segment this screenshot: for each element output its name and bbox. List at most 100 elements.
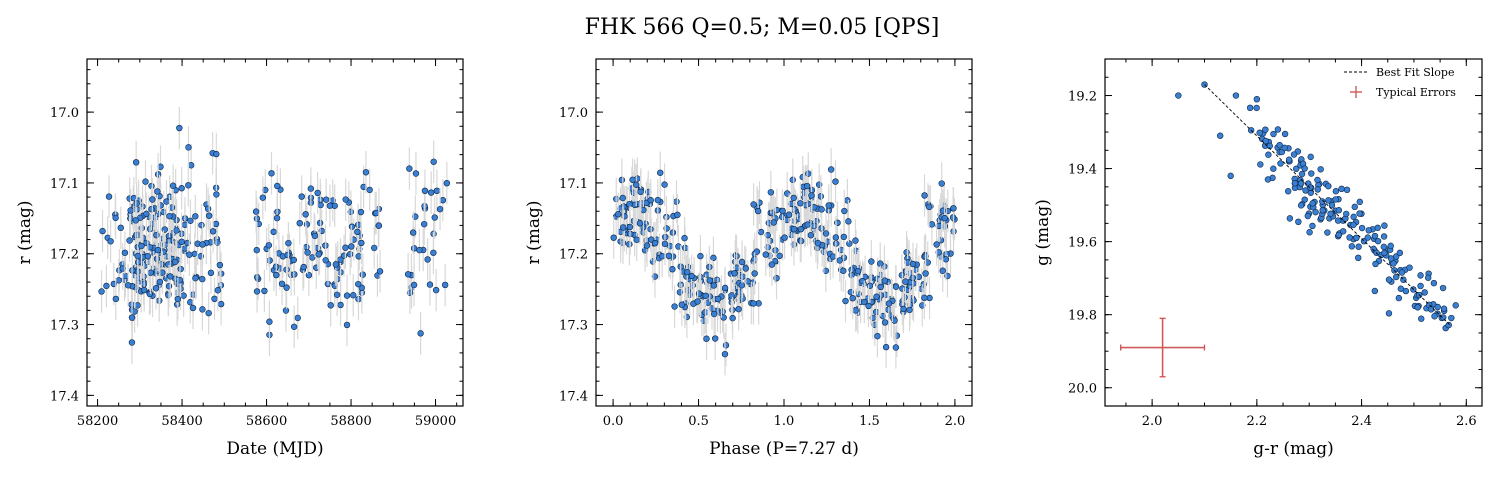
data-point: [738, 258, 746, 266]
data-point: [633, 181, 640, 188]
data-point: [342, 196, 349, 203]
data-point-repeat: [924, 259, 931, 266]
x-tick-label: 2.4: [1351, 414, 1372, 429]
data-point: [187, 217, 194, 224]
data-point-repeat: [900, 305, 907, 313]
data-point-repeat: [797, 200, 804, 207]
data-point: [140, 286, 148, 294]
data-point: [619, 224, 627, 231]
lightcurve-panel: 58200 58400 58600 58800 59000 17.0 17.1 17.2 17.…: [15, 58, 464, 459]
y-tick-label: 17.4: [50, 389, 79, 404]
data-point-repeat: [903, 249, 910, 256]
data-point: [647, 197, 654, 204]
data-point: [198, 221, 205, 229]
y-tick-label: 19.2: [1068, 90, 1097, 105]
data-point: [770, 219, 777, 226]
data-point-repeat: [902, 278, 909, 285]
data-point: [1427, 306, 1435, 313]
data-point: [1246, 104, 1254, 112]
data-point: [1284, 188, 1292, 195]
data-point: [731, 270, 738, 277]
data-point: [750, 300, 757, 307]
data-point: [1232, 92, 1240, 99]
y-tick-label: 17.0: [559, 106, 588, 121]
data-point: [1281, 130, 1289, 138]
x-tick-label: 59000: [415, 414, 456, 429]
data-point: [1281, 144, 1288, 152]
data-point: [165, 282, 173, 290]
data-point: [284, 251, 291, 259]
data-point: [1312, 208, 1319, 216]
data-point-repeat: [845, 218, 852, 225]
data-point: [678, 301, 686, 308]
data-point: [138, 242, 145, 250]
data-point-repeat: [829, 253, 837, 260]
data-point: [1348, 243, 1356, 250]
data-point: [1339, 228, 1347, 235]
data-point: [721, 350, 729, 358]
data-point: [270, 228, 277, 236]
data-point: [1406, 264, 1413, 271]
data-point: [167, 273, 174, 280]
y-tick-label: 17.4: [559, 389, 588, 404]
data-point: [180, 292, 187, 299]
data-point: [178, 238, 185, 246]
data-point-repeat: [814, 239, 822, 247]
data-point: [146, 290, 153, 298]
data-point: [637, 188, 644, 196]
data-point: [1430, 279, 1438, 287]
data-point: [161, 226, 168, 233]
data-point: [177, 265, 184, 273]
data-point: [1335, 207, 1343, 214]
data-point: [282, 307, 290, 314]
data-point: [417, 330, 424, 337]
data-point-repeat: [921, 192, 928, 199]
data-point: [169, 182, 177, 189]
data-point: [1452, 302, 1459, 309]
data-point: [317, 201, 324, 209]
y-tick-label: 19.4: [1068, 163, 1097, 178]
data-point-repeat: [817, 193, 825, 200]
data-point: [633, 236, 640, 243]
data-point: [1431, 313, 1438, 320]
data-point: [1307, 153, 1314, 161]
data-point: [1292, 165, 1300, 173]
data-point: [719, 308, 726, 315]
data-point: [199, 241, 206, 248]
data-point: [1317, 166, 1324, 173]
data-point-repeat: [874, 332, 881, 340]
data-point: [261, 287, 268, 295]
data-point: [1306, 229, 1313, 236]
data-point: [142, 178, 149, 185]
data-point: [273, 214, 281, 222]
data-point: [1324, 229, 1331, 236]
data-point: [421, 187, 429, 195]
data-point: [213, 191, 220, 198]
data-point: [119, 265, 126, 272]
data-point: [205, 309, 212, 317]
data-point: [1356, 210, 1363, 217]
data-point: [742, 265, 750, 272]
data-point: [658, 253, 666, 260]
data-point: [174, 295, 182, 303]
data-point-repeat: [928, 221, 936, 228]
data-point-repeat: [832, 234, 840, 241]
data-point: [358, 239, 365, 247]
data-point-repeat: [915, 273, 923, 281]
data-point: [754, 207, 762, 215]
data-point: [744, 278, 752, 285]
data-point: [1343, 210, 1350, 218]
data-point: [767, 189, 775, 196]
data-point: [1351, 203, 1358, 211]
data-point: [253, 288, 261, 295]
legend-label: Typical Errors: [1376, 86, 1456, 99]
data-point: [192, 213, 199, 220]
data-point: [410, 245, 418, 252]
data-point: [376, 268, 384, 275]
data-point: [253, 215, 261, 222]
x-axis-label: g-r (mag): [1253, 439, 1334, 459]
data-point-repeat: [854, 267, 862, 275]
data-point: [1439, 284, 1447, 292]
data-point: [259, 194, 267, 201]
data-point: [1387, 242, 1394, 250]
